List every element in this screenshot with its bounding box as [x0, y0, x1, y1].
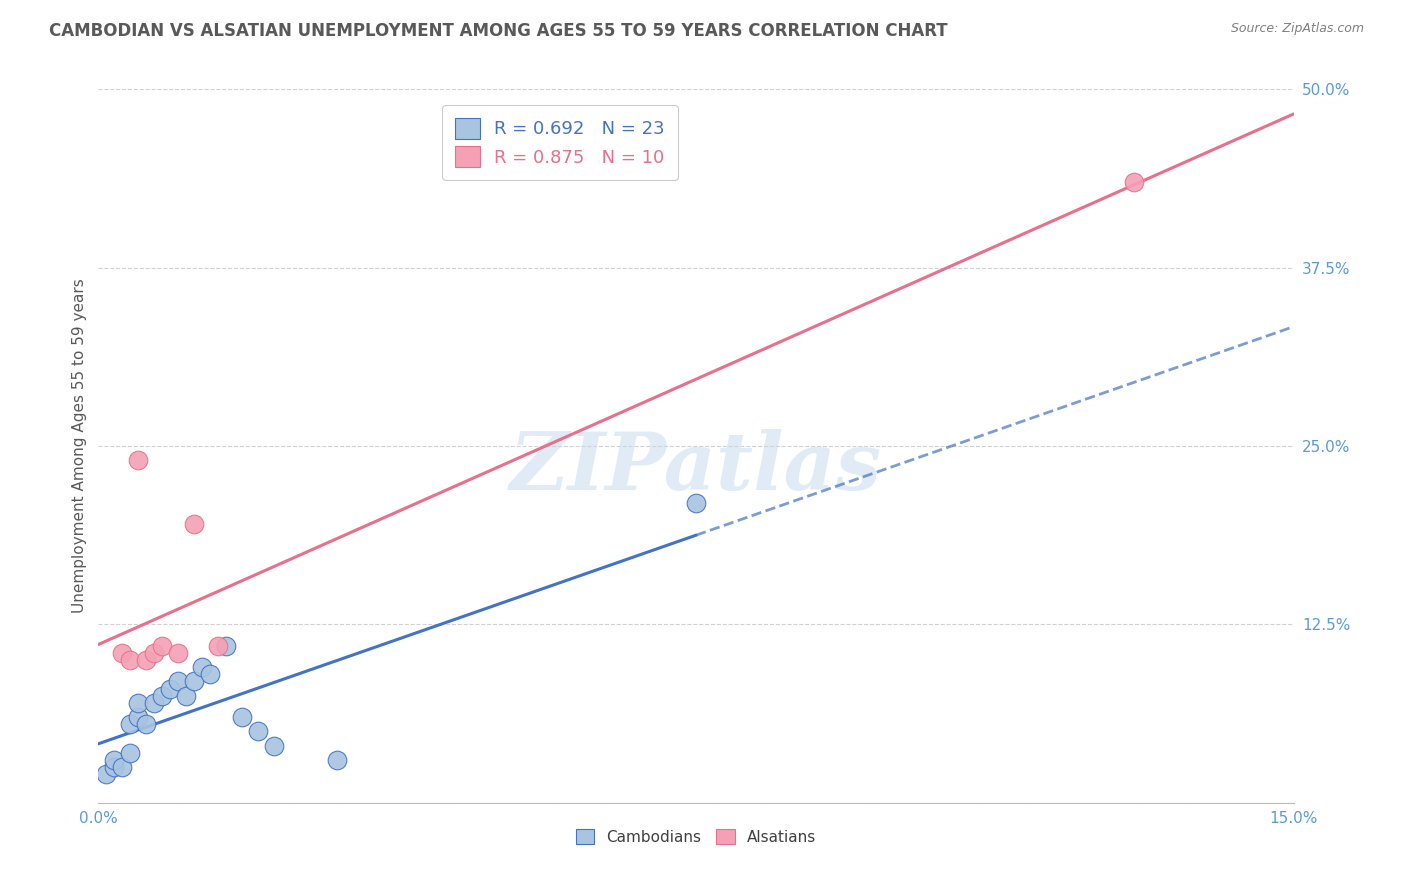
- Text: Source: ZipAtlas.com: Source: ZipAtlas.com: [1230, 22, 1364, 36]
- Point: [111, 760, 134, 774]
- Point: [215, 639, 238, 653]
- Point: [120, 717, 142, 731]
- Point: [135, 653, 157, 667]
- Point: [111, 646, 134, 660]
- Point: [103, 760, 125, 774]
- Point: [96, 767, 118, 781]
- Point: [1123, 175, 1146, 189]
- Point: [150, 689, 173, 703]
- Point: [198, 667, 221, 681]
- Point: [135, 717, 157, 731]
- Point: [127, 710, 149, 724]
- Point: [246, 724, 269, 739]
- Text: CAMBODIAN VS ALSATIAN UNEMPLOYMENT AMONG AGES 55 TO 59 YEARS CORRELATION CHART: CAMBODIAN VS ALSATIAN UNEMPLOYMENT AMONG…: [49, 22, 948, 40]
- Point: [120, 746, 142, 760]
- Point: [127, 453, 149, 467]
- Point: [207, 639, 229, 653]
- Y-axis label: Unemployment Among Ages 55 to 59 years: Unemployment Among Ages 55 to 59 years: [72, 278, 87, 614]
- Point: [326, 753, 349, 767]
- Point: [127, 696, 149, 710]
- Point: [685, 496, 707, 510]
- Point: [143, 696, 166, 710]
- Point: [167, 646, 190, 660]
- Point: [150, 639, 173, 653]
- Point: [143, 646, 166, 660]
- Point: [231, 710, 253, 724]
- Legend: Cambodians, Alsatians: Cambodians, Alsatians: [568, 821, 824, 852]
- Point: [183, 674, 205, 689]
- Text: ZIPatlas: ZIPatlas: [510, 429, 882, 506]
- Point: [263, 739, 285, 753]
- Point: [191, 660, 214, 674]
- Point: [120, 653, 142, 667]
- Point: [159, 681, 181, 696]
- Point: [183, 517, 205, 532]
- Point: [103, 753, 125, 767]
- Point: [167, 674, 190, 689]
- Point: [174, 689, 197, 703]
